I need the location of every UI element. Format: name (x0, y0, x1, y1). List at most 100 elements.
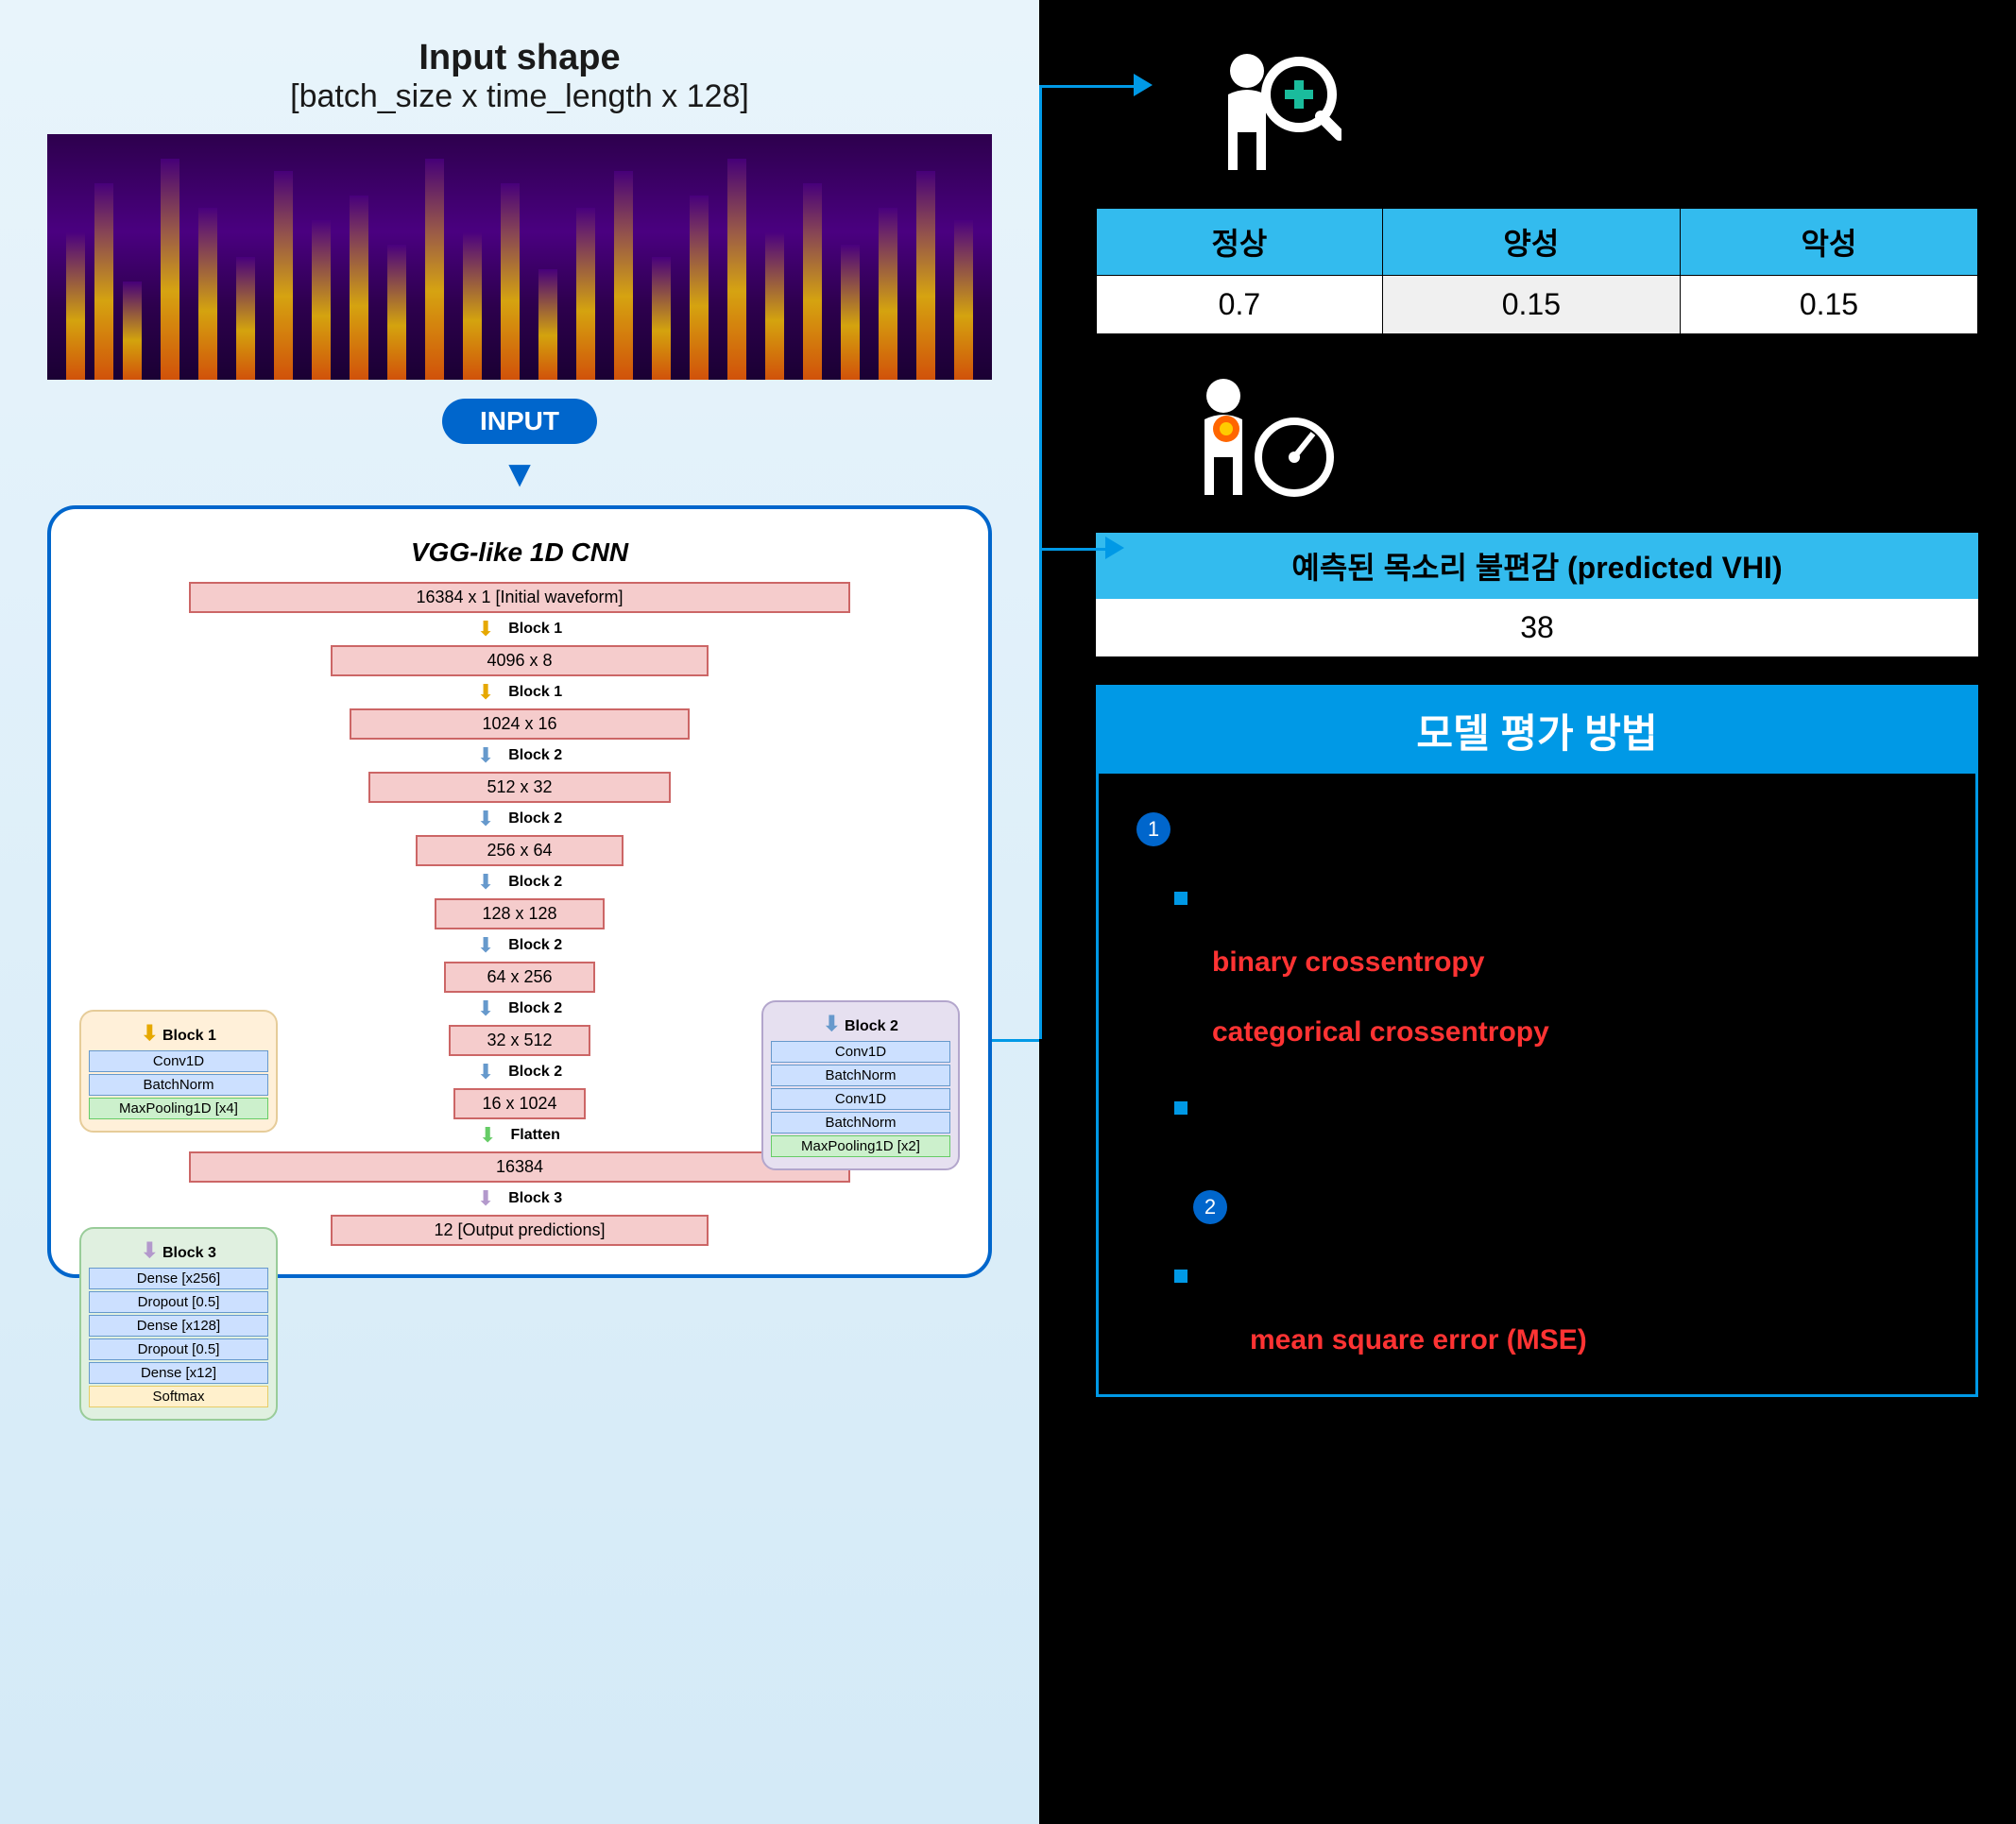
block1-title: Block 1 (162, 1028, 216, 1044)
cnn-layer-3: 512 x 32 (368, 772, 671, 803)
side-layer: BatchNorm (771, 1065, 950, 1086)
loss-binary: binary crossentropy (1212, 946, 1484, 978)
layer-block-label: Block 2 (508, 1000, 562, 1017)
spectrogram-bar (198, 208, 217, 380)
vhi-icon-row (1190, 372, 1978, 514)
layer-arrow-row: ⬇ Block 1 (70, 680, 969, 705)
spectrogram-bar (614, 171, 633, 380)
spectrogram-bar (765, 232, 784, 380)
arrow-to-class-icon (1134, 74, 1153, 96)
spectrogram-bar (236, 257, 255, 380)
loss-mse: mean square error (MSE) (1250, 1324, 1587, 1355)
layer-arrow-icon: ⬇ (479, 1123, 496, 1148)
spectrogram-bar (94, 183, 113, 380)
block3-arrow-icon: ⬇ (141, 1238, 158, 1262)
bullet-icon (1174, 892, 1187, 905)
num-2-icon: 2 (1193, 1190, 1227, 1224)
side-layer: Dense [x12] (89, 1362, 268, 1384)
block1-pool: MaxPooling1D [x4] (89, 1098, 268, 1119)
class-value-malignant: 0.15 (1680, 276, 1977, 334)
layer-arrow-icon: ⬇ (477, 870, 494, 895)
vhi-header: 예측된 목소리 불편감 (predicted VHI) (1096, 533, 1978, 599)
block2-legend: ⬇ Block 2 Conv1DBatchNormConv1DBatchNorm… (761, 1000, 960, 1170)
block2-pool: MaxPooling1D [x2] (771, 1135, 950, 1157)
input-shape-title: Input shape (47, 38, 992, 78)
spectrogram-bar (66, 232, 85, 380)
class-value-benign: 0.15 (1382, 276, 1680, 334)
side-layer: Dense [x256] (89, 1268, 268, 1289)
class-header-normal: 정상 (1097, 209, 1383, 276)
block1-arrow-icon: ⬇ (141, 1021, 158, 1045)
cnn-layer-10: 12 [Output predictions] (331, 1215, 709, 1246)
left-panel: Input shape [batch_size x time_length x … (0, 0, 1039, 1824)
side-layer: BatchNorm (771, 1112, 950, 1134)
spectrogram-bar (274, 171, 293, 380)
spectrogram-bar (803, 183, 822, 380)
spectrogram-bar (954, 220, 973, 380)
spectrogram-bar (652, 257, 671, 380)
person-gauge-icon (1190, 372, 1341, 514)
layer-block-label: Block 1 (508, 684, 562, 701)
arrow-to-vhi-icon (1105, 537, 1124, 559)
spectrogram-bar (463, 232, 482, 380)
block1-legend: ⬇ Block 1 Conv1DBatchNorm MaxPooling1D [… (79, 1010, 278, 1133)
cnn-layer-5: 128 x 128 (435, 898, 605, 929)
person-diagnosis-icon (1209, 47, 1341, 189)
side-layer: Dropout [0.5] (89, 1291, 268, 1313)
layer-block-label: Block 2 (508, 810, 562, 827)
cnn-layer-6: 64 x 256 (444, 962, 595, 993)
right-panel: 정상 양성 악성 0.7 0.15 0.15 예측된 목소리 불편감 (pred… (1039, 0, 2016, 1824)
cnn-layer-8: 16 x 1024 (453, 1088, 586, 1119)
connector-to-class (1039, 85, 1134, 88)
spectrogram-bar (727, 159, 746, 380)
layer-arrow-icon: ⬇ (477, 933, 494, 958)
block3-title: Block 3 (162, 1245, 216, 1261)
cnn-layer-1: 4096 x 8 (331, 645, 709, 676)
layer-arrow-icon: ⬇ (477, 807, 494, 831)
connector-vertical (1039, 85, 1042, 1039)
cnn-layer-9: 16384 (189, 1151, 850, 1183)
layer-arrow-icon: ⬇ (477, 617, 494, 641)
spectrogram-bar (576, 208, 595, 380)
spectrogram-bar (538, 269, 557, 380)
layer-arrow-row: ⬇ Block 1 (70, 617, 969, 641)
cnn-layer-7: 32 x 512 (449, 1025, 590, 1056)
side-layer: Conv1D (771, 1088, 950, 1110)
spectrogram-bar (501, 183, 520, 380)
cnn-title: VGG-like 1D CNN (70, 537, 969, 568)
down-arrow-icon: ▼ (47, 453, 992, 496)
block3-softmax: Softmax (89, 1386, 268, 1407)
eval-body: 1 binary crossentropy categorical crosse… (1099, 774, 1975, 1394)
layer-arrow-icon: ⬇ (477, 680, 494, 705)
spectrogram-bar (312, 220, 331, 380)
bullet-icon-2 (1174, 1101, 1187, 1115)
evaluation-box: 모델 평가 방법 1 binary crossentropy categoric… (1096, 685, 1978, 1397)
side-layer: Conv1D (771, 1041, 950, 1063)
block2-arrow-icon: ⬇ (823, 1012, 840, 1035)
side-layer: BatchNorm (89, 1074, 268, 1096)
layer-arrow-icon: ⬇ (477, 1060, 494, 1084)
layer-block-label: Block 2 (508, 1064, 562, 1081)
layer-arrow-row: ⬇ Block 3 (70, 1186, 969, 1211)
cnn-layer-0: 16384 x 1 [Initial waveform] (189, 582, 850, 613)
layer-arrow-row: ⬇ Block 2 (70, 870, 969, 895)
layer-block-label: Block 1 (508, 621, 562, 638)
layer-arrow-icon: ⬇ (477, 1186, 494, 1211)
spectrogram-bar (350, 196, 368, 380)
block3-legend: ⬇ Block 3 Dense [x256]Dropout [0.5] Dense… (79, 1227, 278, 1421)
layer-block-label: Block 2 (508, 747, 562, 764)
connector-to-vhi (1039, 548, 1105, 551)
layer-arrow-icon: ⬇ (477, 743, 494, 768)
class-value-normal: 0.7 (1097, 276, 1383, 334)
layer-block-label: Block 2 (508, 874, 562, 891)
cnn-architecture-box: VGG-like 1D CNN 16384 x 1 [Initial wavef… (47, 505, 992, 1278)
cnn-layer-2: 1024 x 16 (350, 708, 690, 740)
spectrogram-bar (879, 208, 897, 380)
layer-arrow-row: ⬇ Block 2 (70, 807, 969, 831)
cnn-layer-4: 256 x 64 (416, 835, 624, 866)
layer-block-label: Block 3 (508, 1190, 562, 1207)
spectrogram-bar (425, 159, 444, 380)
layer-block-label: Flatten (510, 1127, 559, 1144)
spectrogram-bar (841, 245, 860, 380)
spectrogram-bar (161, 159, 179, 380)
